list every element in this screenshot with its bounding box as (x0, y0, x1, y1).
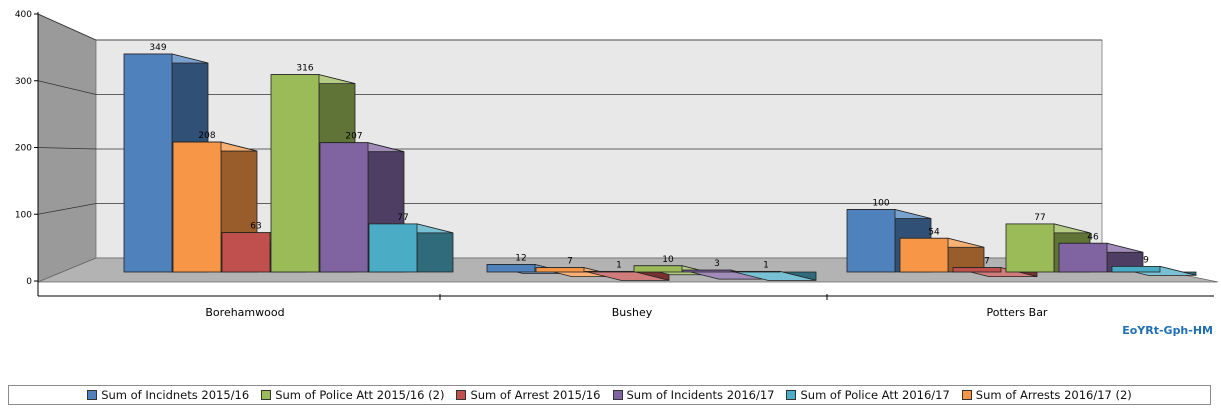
x-category-label: Bushey (612, 306, 653, 319)
bar (952, 267, 1002, 273)
legend-item: Sum of Incidnets 2015/16 (87, 388, 249, 402)
legend-label: Sum of Police Att 2016/17 (800, 388, 950, 402)
gridline-side (37, 147, 97, 150)
bar (1058, 242, 1108, 273)
bar (1111, 265, 1161, 273)
legend-label: Sum of Police Att 2015/16 (2) (275, 388, 445, 402)
gridline-side (37, 203, 97, 215)
bar (368, 223, 418, 273)
data-label: 316 (296, 64, 313, 74)
data-label: 1 (763, 260, 769, 270)
chart-plot: 0 100 200 300 400 Borehamwood Bushey Potters Ba… (15, 10, 1219, 319)
bar (221, 232, 271, 273)
data-label: 12 (515, 254, 526, 264)
legend-item: Sum of Incidents 2016/17 (612, 388, 775, 402)
y-tick-label: 0 (26, 277, 32, 287)
y-tick-label: 400 (15, 10, 32, 20)
bar (846, 209, 896, 273)
legend-swatch (612, 390, 623, 400)
bar (1005, 223, 1055, 273)
data-label: 46 (1087, 232, 1099, 242)
chart-legend: Sum of Incidnets 2015/16 Sum of Police At… (8, 385, 1211, 405)
legend-swatch (261, 390, 272, 400)
legend-swatch (786, 390, 797, 400)
bar (123, 53, 173, 273)
bar (535, 267, 585, 273)
data-label: 349 (149, 43, 166, 53)
legend-swatch (456, 390, 467, 400)
bar (584, 270, 634, 273)
data-label: 1 (616, 260, 622, 270)
bar (633, 265, 683, 273)
bar (731, 270, 781, 273)
x-category-label: Potters Bar (987, 306, 1048, 319)
y-tick-label: 100 (15, 210, 32, 220)
data-label: 54 (928, 227, 940, 237)
legend-item: Sum of Police Att 2016/17 (786, 388, 950, 402)
legend-label: Sum of Incidnets 2015/16 (101, 388, 250, 402)
x-category-label: Borehamwood (205, 306, 284, 319)
legend-item: Sum of Police Att 2015/16 (2) (261, 388, 444, 402)
y-tick-label: 300 (15, 77, 32, 87)
legend-item: Sum of Arrest 2015/16 (456, 388, 601, 402)
legend-swatch (87, 390, 98, 400)
bar (682, 269, 732, 273)
data-label: 9 (1143, 255, 1149, 265)
chart-watermark: EoYRt-Gph-HM (1122, 324, 1213, 337)
data-label: 63 (250, 222, 261, 232)
gridline-side (37, 13, 97, 41)
legend-label: Sum of Arrest 2015/16 (470, 388, 601, 402)
data-label: 7 (984, 257, 990, 267)
y-tick-label: 200 (15, 144, 32, 154)
legend-label: Sum of Incidents 2016/17 (626, 388, 775, 402)
bar (486, 264, 536, 273)
data-label: 77 (1034, 213, 1045, 223)
bar (319, 142, 369, 273)
bar (270, 74, 320, 273)
data-label: 100 (872, 199, 889, 209)
bar (172, 141, 222, 273)
data-label: 10 (662, 255, 674, 265)
legend-swatch (961, 390, 972, 400)
data-label: 208 (198, 131, 215, 141)
data-label: 207 (345, 132, 362, 142)
data-label: 3 (714, 259, 720, 269)
legend-item: Sum of Arrests 2016/17 (2) (961, 388, 1132, 402)
bar (899, 237, 949, 273)
legend-label: Sum of Arrests 2016/17 (2) (975, 388, 1132, 402)
data-label: 7 (567, 257, 573, 267)
data-label: 77 (397, 213, 408, 223)
gridline-side (37, 80, 97, 95)
